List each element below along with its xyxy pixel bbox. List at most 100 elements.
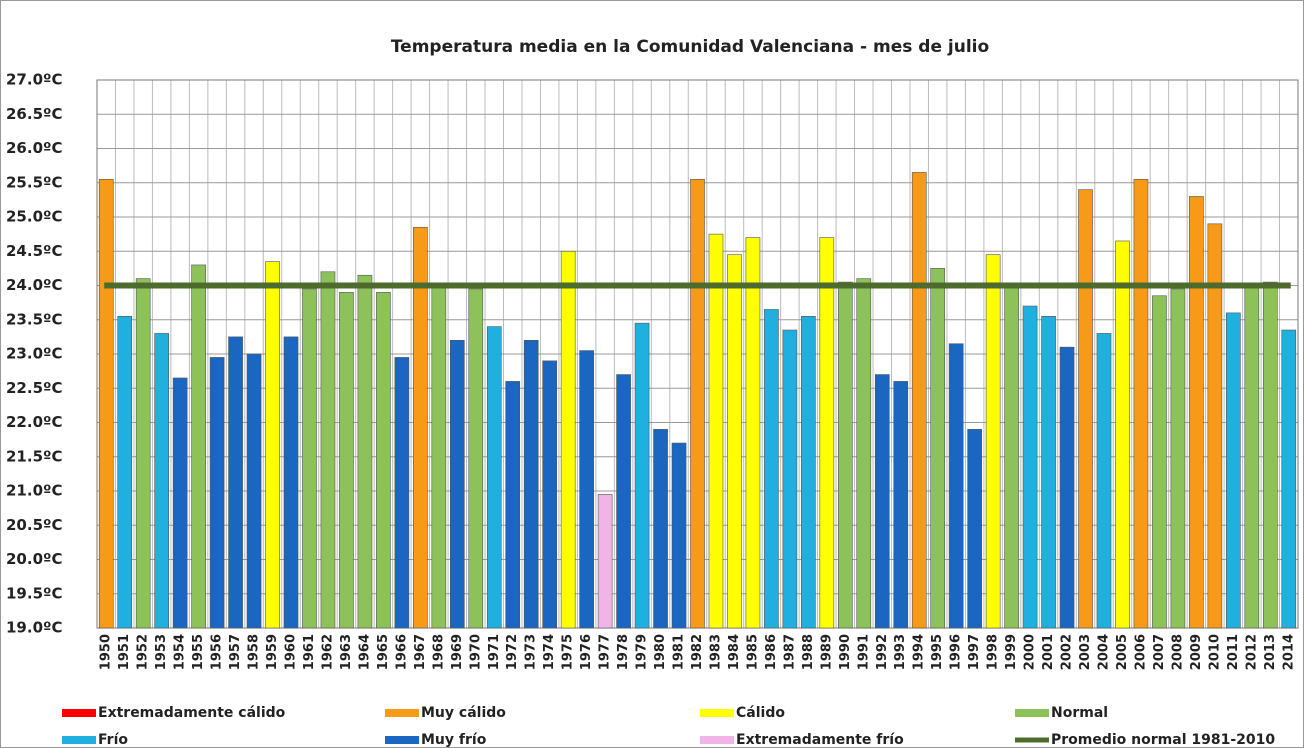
bar xyxy=(930,268,946,629)
bar xyxy=(893,381,909,629)
bar xyxy=(819,237,835,629)
y-tick-label: 25.0ºC xyxy=(6,208,62,226)
x-tick-label: 1983 xyxy=(708,634,723,670)
legend-label: Cálido xyxy=(736,705,785,721)
bar xyxy=(320,271,336,629)
bar xyxy=(1022,305,1038,629)
y-tick-label: 23.5ºC xyxy=(6,310,62,328)
bar xyxy=(801,316,816,629)
x-tick-label: 1968 xyxy=(431,634,446,670)
y-tick-label: 20.5ºC xyxy=(6,516,62,534)
x-tick-label: 1996 xyxy=(949,634,964,670)
bar xyxy=(135,278,151,629)
x-tick-label: 1990 xyxy=(838,634,853,670)
bar xyxy=(209,357,225,629)
x-tick-label: 2008 xyxy=(1170,634,1185,670)
bar xyxy=(542,360,558,629)
legend-label: Muy frío xyxy=(421,732,487,748)
bar xyxy=(690,179,705,629)
x-tick-label: 1989 xyxy=(819,634,834,670)
bar xyxy=(1133,179,1149,629)
x-tick-label: 2006 xyxy=(1133,634,1148,670)
legend-label: Muy cálido xyxy=(421,705,506,721)
bar xyxy=(1004,285,1019,629)
bar xyxy=(117,316,133,629)
bar xyxy=(1226,312,1241,629)
bar xyxy=(1244,285,1260,629)
x-tick-label: 1999 xyxy=(1004,634,1019,670)
bar xyxy=(1041,316,1056,629)
legend-swatch xyxy=(385,736,419,744)
bar xyxy=(486,326,502,629)
x-tick-label: 1995 xyxy=(930,634,945,670)
bar xyxy=(1170,288,1186,629)
x-tick-label: 1977 xyxy=(598,634,613,670)
legend-label: Promedio normal 1981-2010 xyxy=(1051,732,1275,748)
legend-label: Normal xyxy=(1051,705,1108,721)
x-tick-label: 1982 xyxy=(690,634,705,670)
x-tick-label: 1973 xyxy=(524,634,539,670)
bar xyxy=(616,374,631,629)
y-tick-label: 22.5ºC xyxy=(6,379,62,397)
legend-swatch xyxy=(1015,709,1049,717)
y-tick-label: 20.0ºC xyxy=(6,550,62,568)
bar xyxy=(431,285,447,629)
x-tick-label: 1963 xyxy=(339,634,354,670)
bar xyxy=(172,377,188,629)
y-tick-label: 21.0ºC xyxy=(6,482,62,500)
bar xyxy=(653,429,668,629)
x-tick-label: 1980 xyxy=(653,634,668,670)
bar xyxy=(579,350,594,629)
bar xyxy=(523,339,539,629)
x-tick-label: 1987 xyxy=(782,634,797,670)
bar xyxy=(98,179,114,629)
x-tick-label: 1966 xyxy=(394,634,409,670)
bar xyxy=(154,333,169,629)
x-tick-label: 1988 xyxy=(801,634,816,670)
x-tick-label: 1972 xyxy=(505,634,520,670)
x-tick-label: 1953 xyxy=(154,634,169,670)
bar xyxy=(228,336,243,629)
bar xyxy=(782,329,798,629)
x-tick-label: 1965 xyxy=(376,634,391,670)
bar xyxy=(357,274,373,629)
y-tick-label: 19.5ºC xyxy=(6,584,62,602)
y-tick-label: 22.0ºC xyxy=(6,413,62,431)
y-tick-label: 23.0ºC xyxy=(6,345,62,363)
y-tick-label: 24.5ºC xyxy=(6,242,62,260)
bar xyxy=(394,357,410,629)
y-tick-label: 26.0ºC xyxy=(6,139,62,157)
x-tick-label: 2000 xyxy=(1023,634,1038,670)
x-tick-label: 1994 xyxy=(912,634,927,670)
y-tick-label: 25.5ºC xyxy=(6,173,62,191)
x-tick-label: 1958 xyxy=(247,634,262,670)
bar xyxy=(302,288,317,629)
legend-label: Extremadamente frío xyxy=(736,732,904,748)
legend-swatch xyxy=(385,709,419,717)
bar xyxy=(671,442,687,629)
x-tick-label: 1959 xyxy=(265,634,280,670)
x-tick-label: 1992 xyxy=(875,634,890,670)
bar xyxy=(708,233,724,629)
x-tick-label: 2013 xyxy=(1263,634,1278,670)
bar xyxy=(560,250,576,629)
bar xyxy=(413,226,428,629)
x-tick-label: 1955 xyxy=(191,634,206,670)
x-tick-label: 1954 xyxy=(173,634,188,670)
x-tick-label: 1961 xyxy=(302,634,317,670)
bar xyxy=(1262,281,1278,629)
x-tick-label: 1969 xyxy=(450,634,465,670)
bar xyxy=(1078,189,1093,629)
legend-swatch xyxy=(62,709,96,717)
x-tick-label: 1976 xyxy=(579,634,594,670)
bar xyxy=(948,343,964,629)
legend-swatch xyxy=(700,736,734,744)
x-tick-label: 1984 xyxy=(727,634,742,670)
y-tick-label: 21.5ºC xyxy=(6,447,62,465)
bar xyxy=(745,237,761,629)
x-tick-label: 2003 xyxy=(1078,634,1093,670)
bar xyxy=(727,254,742,629)
legend-label: Frío xyxy=(98,732,128,748)
x-tick-label: 1981 xyxy=(672,634,687,670)
x-tick-label: 2009 xyxy=(1189,634,1204,670)
